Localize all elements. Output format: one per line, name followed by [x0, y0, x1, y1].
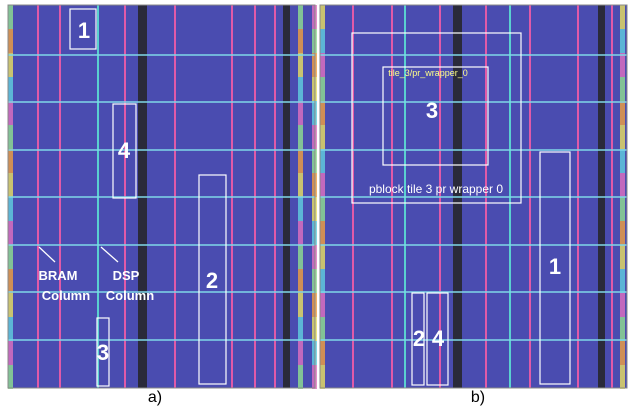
io-strip	[320, 245, 325, 269]
io-strip	[8, 245, 13, 269]
io-strip	[620, 293, 625, 317]
io-strip	[320, 269, 325, 293]
io-strip	[8, 77, 13, 101]
io-strip	[320, 149, 325, 173]
io-strip	[8, 317, 13, 341]
floorplan-figure: 1 4 2 3 BRAM Column DSP Column a) tile_3…	[0, 0, 633, 407]
bram-label: BRAM	[39, 268, 78, 283]
io-strip	[620, 221, 625, 245]
region-label: 4	[432, 326, 445, 351]
io-strip	[320, 125, 325, 149]
io-strip	[320, 221, 325, 245]
io-strip	[8, 29, 13, 53]
device-grid	[8, 5, 627, 389]
region-label: 3	[97, 340, 109, 365]
io-strip	[320, 5, 325, 29]
pblock-label: pblock tile 3 pr wrapper 0	[369, 182, 503, 196]
io-strip	[620, 5, 625, 29]
io-strip	[320, 29, 325, 53]
io-strip	[620, 101, 625, 125]
io-strip	[620, 245, 625, 269]
io-strip	[320, 197, 325, 221]
region-label: 2	[413, 326, 425, 351]
io-strip	[320, 341, 325, 365]
io-strip	[8, 101, 13, 125]
io-strip	[298, 149, 303, 173]
io-strip	[620, 365, 625, 389]
io-strip	[320, 365, 325, 389]
io-strip	[8, 5, 13, 29]
io-strip	[620, 77, 625, 101]
io-strip	[620, 29, 625, 53]
io-strip	[620, 197, 625, 221]
io-strip	[8, 221, 13, 245]
io-strip	[298, 365, 303, 389]
io-strip	[298, 77, 303, 101]
partition-label: tile_3/pr_wrapper_0	[388, 68, 468, 78]
io-strip	[298, 317, 303, 341]
region-label: 2	[206, 268, 218, 293]
io-strip	[8, 269, 13, 293]
bram-label: Column	[42, 288, 90, 303]
io-strip	[620, 341, 625, 365]
io-strip	[298, 29, 303, 53]
io-strip	[620, 53, 625, 77]
io-strip	[8, 197, 13, 221]
io-strip	[320, 293, 325, 317]
io-strip	[298, 293, 303, 317]
io-strip	[620, 125, 625, 149]
io-strip	[8, 365, 13, 389]
io-strip	[620, 317, 625, 341]
io-strip	[320, 77, 325, 101]
io-strip	[8, 125, 13, 149]
io-strip	[320, 173, 325, 197]
io-strip	[620, 269, 625, 293]
io-strip	[298, 341, 303, 365]
io-strip	[298, 245, 303, 269]
io-strip	[8, 173, 13, 197]
region-label: 3	[426, 98, 438, 123]
io-strip	[620, 149, 625, 173]
io-strip	[298, 101, 303, 125]
io-strip	[320, 53, 325, 77]
io-strip	[298, 53, 303, 77]
io-strip	[8, 53, 13, 77]
region-label: 4	[118, 138, 131, 163]
io-strip	[298, 173, 303, 197]
dsp-label: Column	[106, 288, 154, 303]
caption: b)	[471, 389, 485, 406]
io-strip	[320, 101, 325, 125]
dsp-label: DSP	[113, 268, 140, 283]
io-strip	[8, 149, 13, 173]
io-strip	[298, 221, 303, 245]
io-strip	[8, 341, 13, 365]
caption: a)	[148, 389, 162, 406]
io-strip	[320, 317, 325, 341]
io-strip	[620, 173, 625, 197]
region-label: 1	[78, 18, 90, 43]
io-strip	[8, 293, 13, 317]
io-strip	[298, 269, 303, 293]
io-strip	[298, 5, 303, 29]
region-label: 1	[549, 254, 561, 279]
io-strip	[298, 125, 303, 149]
io-strip	[298, 197, 303, 221]
